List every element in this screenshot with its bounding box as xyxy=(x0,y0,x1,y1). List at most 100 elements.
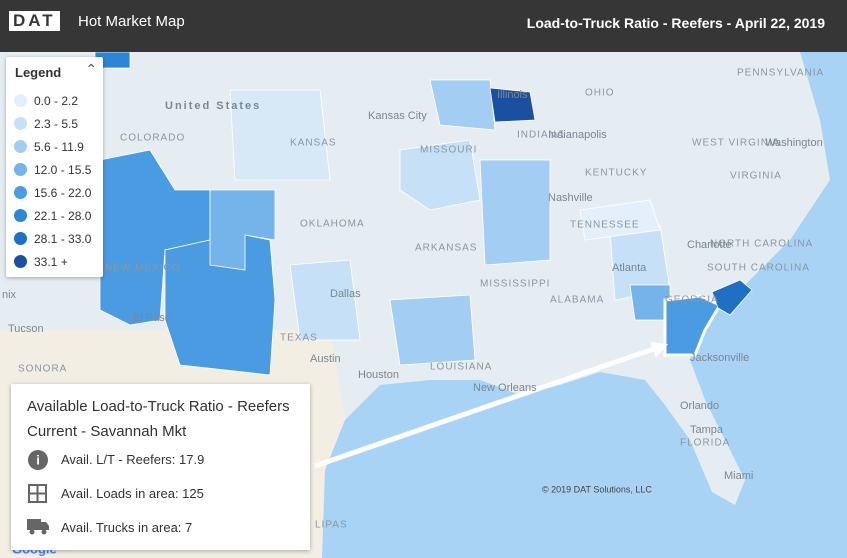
legend-label: 15.6 - 22.0 xyxy=(34,185,92,200)
map-label: Illinois xyxy=(497,89,528,101)
legend-swatch xyxy=(14,186,27,199)
legend-items: 0.0 - 2.2 2.3 - 5.5 5.6 - 11.9 12.0 - 15.5 1… xyxy=(14,89,91,273)
legend-label: 12.0 - 15.5 xyxy=(34,162,92,177)
region xyxy=(711,279,753,316)
map-label: SONORA xyxy=(18,364,67,375)
legend-label: 33.1 + xyxy=(34,254,68,269)
map-label: TENNESSEE xyxy=(570,220,640,231)
region xyxy=(389,294,476,366)
map-labels: United States Kansas City KANSAS MISSOURI Il… xyxy=(2,68,824,531)
legend-item: 0.0 - 2.2 xyxy=(14,89,91,112)
info-line: Avail. Loads in area: 125 xyxy=(61,486,204,501)
region xyxy=(289,259,361,341)
legend-item: 2.3 - 5.5 xyxy=(14,112,91,135)
legend-item: 12.0 - 15.5 xyxy=(14,158,91,181)
legend-label: 2.3 - 5.5 xyxy=(34,116,79,131)
map-label: SOUTH CAROLINA xyxy=(707,263,810,274)
legend-swatch xyxy=(14,117,27,130)
collapse-button[interactable]: ⌃ xyxy=(85,61,97,77)
legend-label: 5.6 - 11.9 xyxy=(34,139,84,154)
water xyxy=(322,52,847,558)
map-label: Dallas xyxy=(330,288,361,300)
map-label: United States xyxy=(165,100,261,112)
map-label: Kansas City xyxy=(368,110,427,122)
map-label: VIRGINIA xyxy=(730,171,782,182)
region xyxy=(209,189,276,271)
map-label: OKLAHOMA xyxy=(300,219,365,230)
legend-swatch xyxy=(14,232,27,245)
map-label: LIPAS xyxy=(315,520,348,531)
region xyxy=(579,199,661,241)
info-icon-glyph: i xyxy=(36,452,40,467)
map-label: ARKANSAS xyxy=(415,243,477,254)
region xyxy=(429,79,496,131)
info-line: Avail. Trucks in area: 7 xyxy=(61,520,193,535)
map-label: Indianapolis xyxy=(548,129,607,141)
arrow xyxy=(314,343,663,469)
map-label: Nashville xyxy=(548,192,593,204)
legend-item: 33.1 + xyxy=(14,250,91,273)
copyright: © 2019 DAT Solutions, LLC xyxy=(542,484,652,494)
app-title: Hot Market Map xyxy=(78,13,185,30)
map-label: NEW MEXICO xyxy=(105,263,181,274)
legend-item: 5.6 - 11.9 xyxy=(14,135,91,158)
icons: i xyxy=(27,450,49,535)
legend-item: 15.6 - 22.0 xyxy=(14,181,91,204)
legend-swatch xyxy=(14,140,27,153)
legend-swatch xyxy=(14,209,27,222)
legend-swatch xyxy=(14,163,27,176)
map-label: GEORGIA xyxy=(665,295,719,306)
map-label: Orlando xyxy=(680,400,719,412)
region-selected xyxy=(663,294,723,357)
info-subtitle: Current - Savannah Mkt xyxy=(27,423,187,440)
info-icon xyxy=(28,450,48,470)
map-label: Houston xyxy=(358,369,399,381)
map-label: WEST VIRGINIA xyxy=(692,138,780,149)
info-line: Avail. L/T - Reefers: 17.9 xyxy=(61,452,205,467)
map-label: FLORIDA xyxy=(680,438,730,449)
map-label: KANSAS xyxy=(290,138,337,149)
legend: Legend ⌃ 0.0 - 2.2 2.3 - 5.5 5.6 - 11.9 12.… xyxy=(6,57,103,277)
arrow-head xyxy=(650,342,668,358)
map-label: Austin xyxy=(310,353,341,365)
map-label: MISSISSIPPI xyxy=(480,279,550,290)
region xyxy=(399,139,481,211)
map-label: COLORADO xyxy=(120,133,185,144)
map-label: TEXAS xyxy=(280,333,318,344)
map-label: ALABAMA xyxy=(550,295,604,306)
regions xyxy=(94,51,753,376)
logo: DAT xyxy=(9,11,60,31)
map-label: El Paso xyxy=(133,312,171,324)
legend-item: 22.1 - 28.0 xyxy=(14,204,91,227)
region xyxy=(229,89,331,181)
grid-icon xyxy=(28,484,47,503)
map-label: Miami xyxy=(724,470,753,482)
legend-label: 28.1 - 33.0 xyxy=(34,231,92,246)
map-label: MISSOURI xyxy=(420,145,477,156)
map-label: Charlotte xyxy=(687,239,732,251)
region xyxy=(489,87,536,123)
map-label: LOUISIANA xyxy=(430,362,492,373)
legend-item: 28.1 - 33.0 xyxy=(14,227,91,250)
map-label: INDIANA xyxy=(517,130,565,141)
map-label: Washington xyxy=(765,137,823,149)
map-label: NORTH CAROLINA xyxy=(710,239,813,250)
legend-label: 0.0 - 2.2 xyxy=(34,93,79,108)
map-label: Tucson xyxy=(8,323,44,335)
map-label: OHIO xyxy=(585,88,615,99)
map-label: KENTUCKY xyxy=(585,168,647,179)
legend-swatch xyxy=(14,94,27,107)
map-label: Tampa xyxy=(690,424,724,436)
legend-swatch xyxy=(14,255,27,268)
map-label: Atlanta xyxy=(612,262,647,274)
info-title: Available Load-to-Truck Ratio - Reefers xyxy=(27,398,290,415)
legend-title: Legend xyxy=(15,65,62,80)
header: DAT Hot Market Map Load-to-Truck Ratio -… xyxy=(0,0,847,52)
info-box: Available Load-to-Truck Ratio - Reefers … xyxy=(11,384,310,550)
map-label: Jacksonville xyxy=(690,352,749,364)
map-label: nix xyxy=(2,289,17,301)
truck-icon xyxy=(27,519,49,535)
legend-label: 22.1 - 28.0 xyxy=(34,208,92,223)
map-label: PENNSYLVANIA xyxy=(737,68,824,79)
